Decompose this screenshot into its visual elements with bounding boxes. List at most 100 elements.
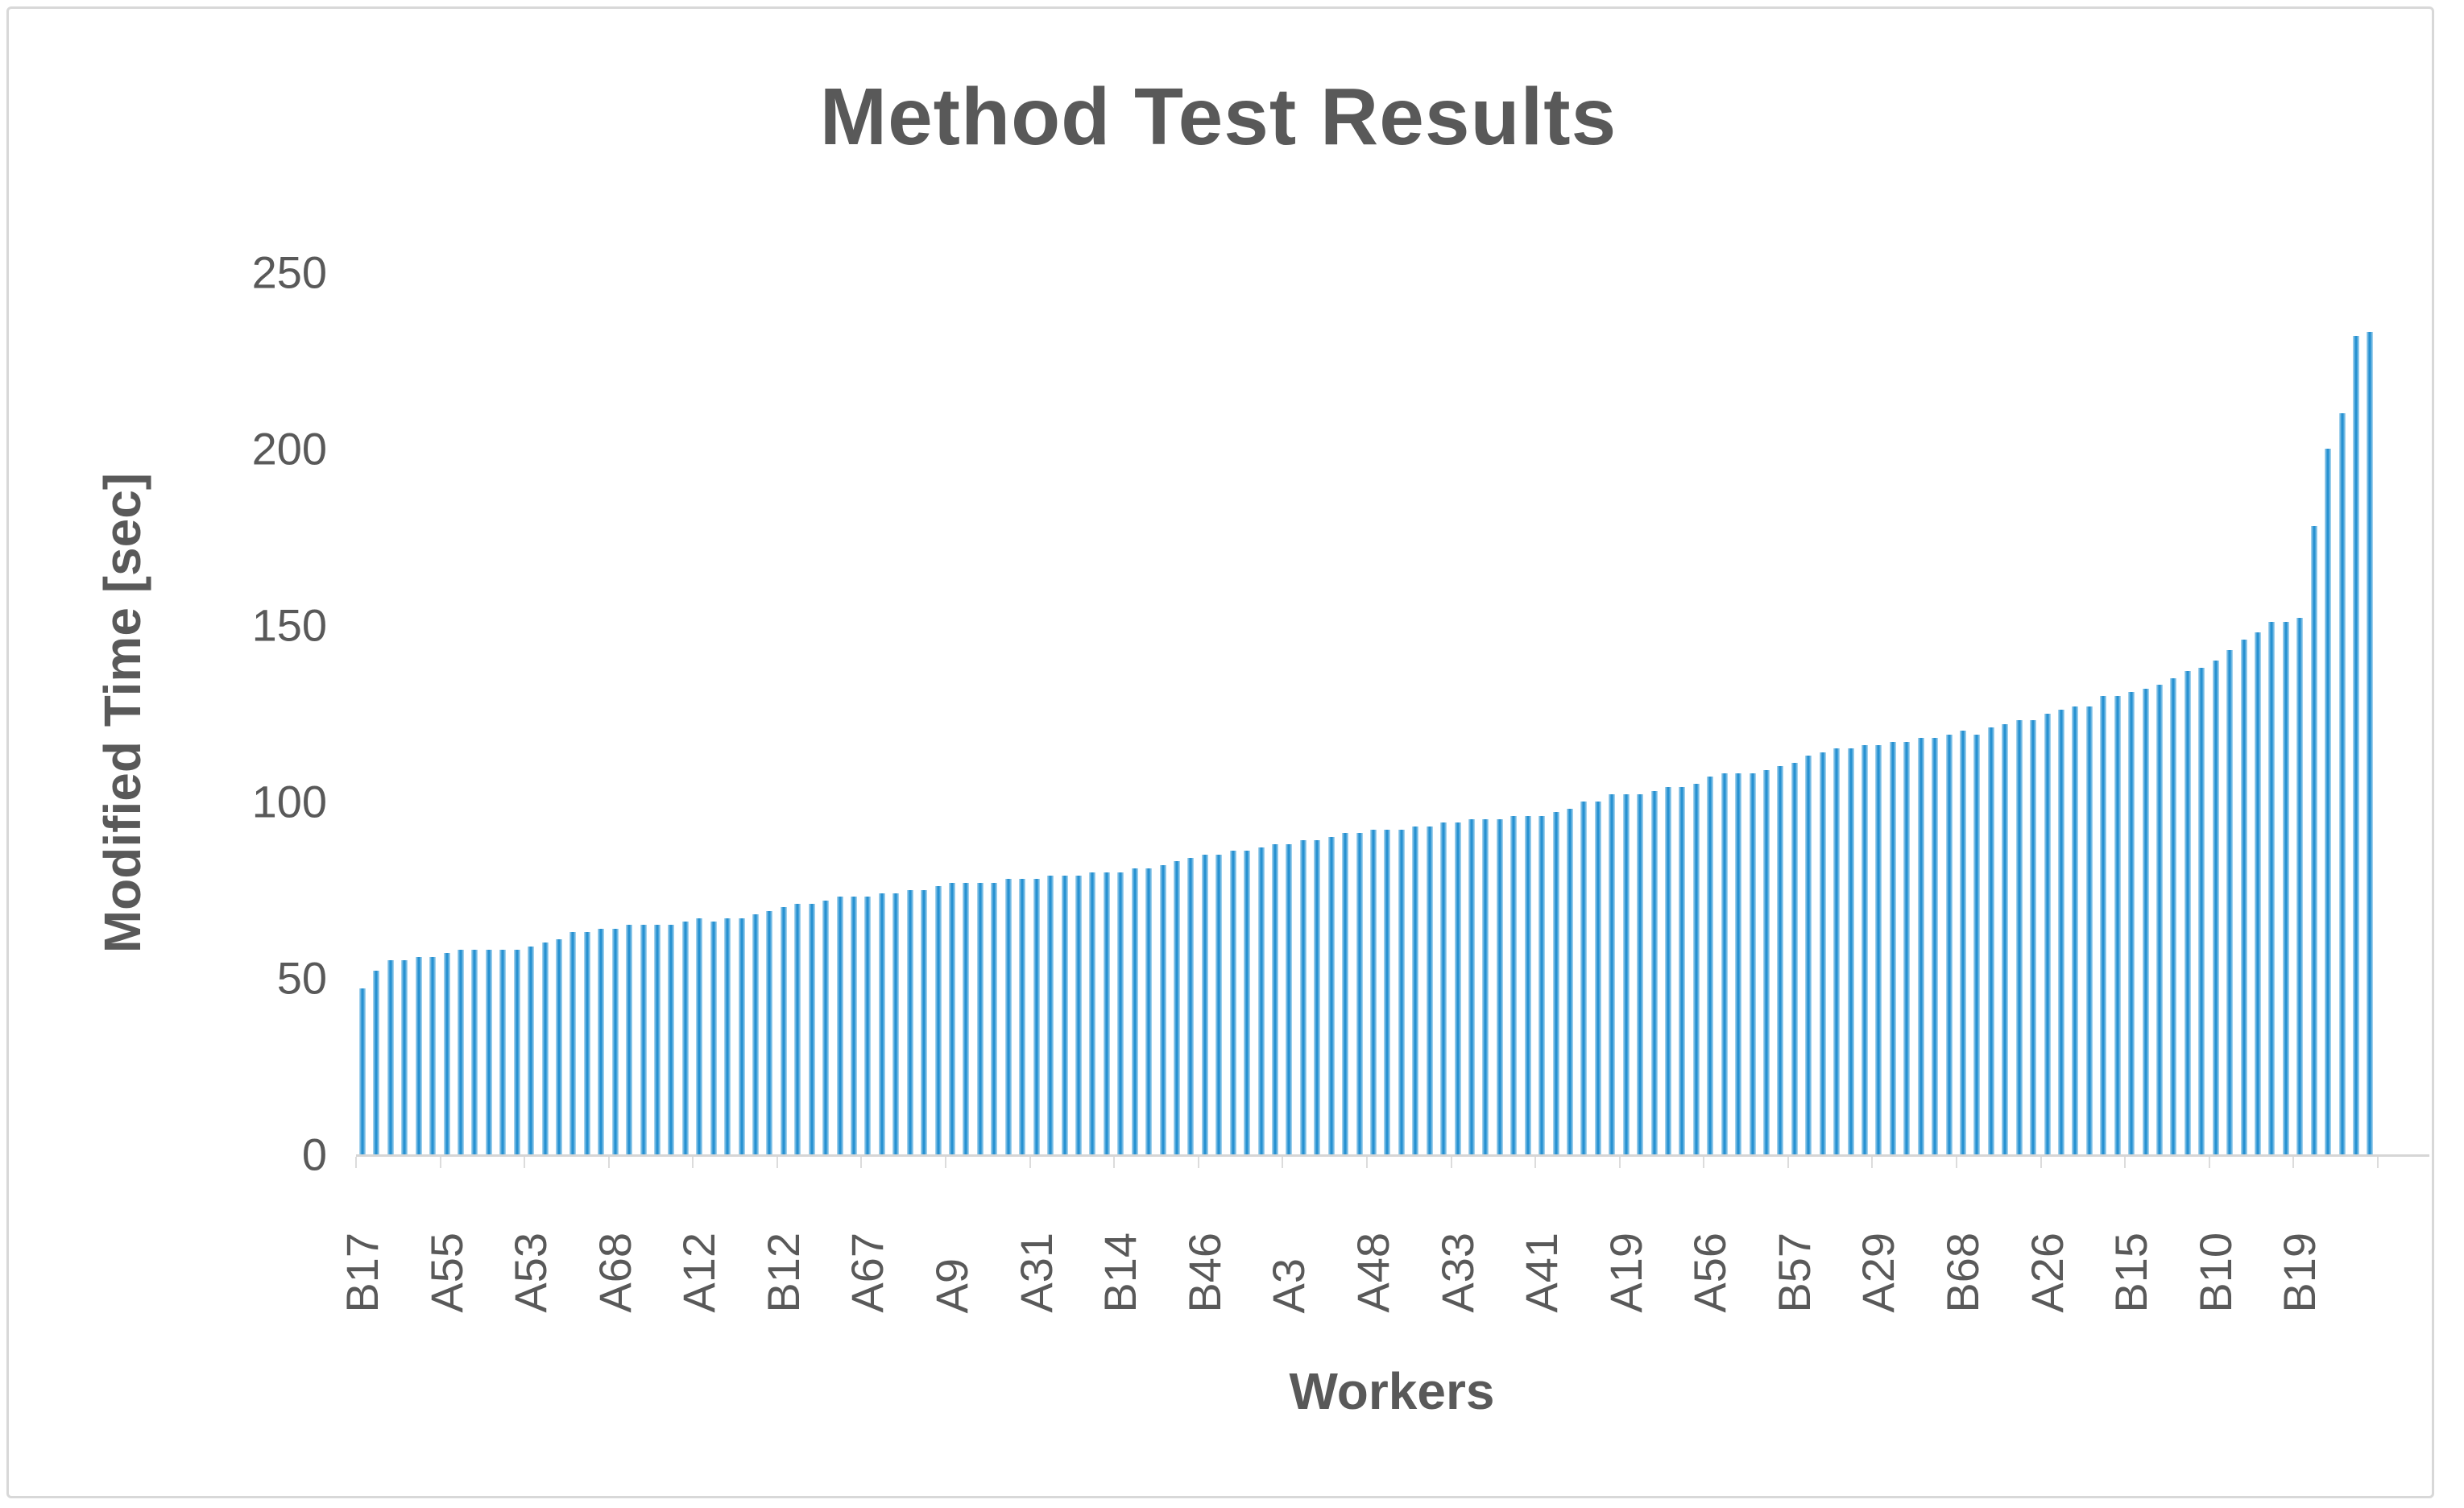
x-category-label: B19 bbox=[2274, 1232, 2325, 1313]
bar bbox=[2226, 649, 2234, 1154]
x-category-label: A48 bbox=[1347, 1232, 1398, 1313]
bar bbox=[1960, 731, 1967, 1154]
bar bbox=[1356, 833, 1363, 1154]
x-tick-mark bbox=[1282, 1157, 1284, 1168]
bar bbox=[2058, 710, 2065, 1154]
bar bbox=[1342, 833, 1349, 1154]
bar bbox=[1805, 756, 1812, 1154]
bar bbox=[1131, 868, 1138, 1154]
bar bbox=[2198, 667, 2205, 1154]
bar bbox=[541, 942, 549, 1154]
bar bbox=[2015, 720, 2023, 1154]
bar bbox=[626, 925, 633, 1154]
bar bbox=[429, 956, 437, 1154]
bar bbox=[583, 932, 590, 1154]
bar bbox=[1524, 815, 1531, 1154]
x-tick-mark bbox=[2040, 1157, 2042, 1168]
bar bbox=[2002, 723, 2009, 1154]
x-category-label: B10 bbox=[2189, 1232, 2241, 1313]
bar bbox=[1889, 741, 1896, 1154]
x-category-label: B46 bbox=[1178, 1232, 1230, 1313]
bar bbox=[949, 882, 956, 1154]
bar bbox=[2255, 632, 2262, 1154]
bar bbox=[1777, 766, 1784, 1154]
x-tick-mark bbox=[607, 1157, 610, 1168]
x-category-label: B14 bbox=[1095, 1232, 1146, 1313]
x-category-label: A33 bbox=[1431, 1232, 1483, 1313]
bar bbox=[1721, 773, 1728, 1154]
bar bbox=[1257, 847, 1265, 1154]
bar bbox=[598, 928, 605, 1154]
x-category-label: B15 bbox=[2106, 1232, 2157, 1313]
x-tick-mark bbox=[1365, 1157, 1368, 1168]
bar bbox=[906, 889, 913, 1154]
y-tick-label: 0 bbox=[301, 1129, 327, 1180]
x-tick-mark bbox=[2208, 1157, 2210, 1168]
bar bbox=[2114, 695, 2121, 1154]
x-category-label: A29 bbox=[1853, 1232, 1904, 1313]
bar bbox=[1917, 738, 1924, 1154]
bar bbox=[738, 918, 745, 1154]
bar bbox=[443, 953, 450, 1154]
bar bbox=[2296, 618, 2304, 1154]
x-tick-mark bbox=[524, 1157, 526, 1168]
bar bbox=[976, 882, 984, 1154]
x-tick-mark bbox=[1113, 1157, 1116, 1168]
bar bbox=[1145, 868, 1153, 1154]
bar bbox=[1229, 851, 1236, 1154]
bar bbox=[2212, 660, 2219, 1154]
bar bbox=[668, 925, 675, 1154]
bar bbox=[1019, 879, 1026, 1154]
bar bbox=[2268, 621, 2276, 1154]
x-category-label: A19 bbox=[1600, 1232, 1651, 1313]
x-category-label: A26 bbox=[2021, 1232, 2073, 1313]
bar bbox=[2338, 413, 2346, 1154]
bar bbox=[556, 938, 563, 1154]
bar bbox=[1847, 748, 1854, 1154]
bar bbox=[1875, 744, 1882, 1154]
bar bbox=[892, 893, 900, 1154]
bar bbox=[2030, 720, 2037, 1154]
y-tick-label: 200 bbox=[251, 423, 327, 474]
x-tick-mark bbox=[439, 1157, 441, 1168]
bar bbox=[1510, 815, 1518, 1154]
bar bbox=[1215, 854, 1223, 1154]
bar bbox=[1707, 777, 1714, 1154]
bar bbox=[1201, 854, 1208, 1154]
bar bbox=[387, 960, 394, 1154]
bar bbox=[569, 932, 577, 1154]
bar bbox=[1791, 762, 1798, 1154]
bar bbox=[2085, 706, 2093, 1154]
x-tick-mark bbox=[945, 1157, 947, 1168]
bar bbox=[681, 921, 689, 1154]
bar bbox=[2170, 677, 2177, 1154]
bar bbox=[1819, 752, 1826, 1154]
bar bbox=[1075, 875, 1082, 1154]
bar bbox=[1903, 741, 1911, 1154]
x-category-label: B17 bbox=[337, 1232, 387, 1313]
chart-title: Method Test Results bbox=[819, 72, 1617, 162]
bar bbox=[2240, 639, 2247, 1154]
bar bbox=[1538, 815, 1546, 1154]
bar bbox=[724, 918, 731, 1154]
bar bbox=[851, 897, 858, 1154]
bar bbox=[921, 889, 928, 1154]
x-category-label: A56 bbox=[1684, 1232, 1736, 1313]
bar bbox=[1271, 843, 1278, 1154]
x-category-label: A41 bbox=[1516, 1232, 1567, 1313]
chart-border-frame bbox=[6, 6, 2434, 1498]
bar bbox=[934, 886, 942, 1154]
bar bbox=[1327, 836, 1335, 1154]
bar bbox=[963, 882, 970, 1154]
x-tick-mark bbox=[1450, 1157, 1452, 1168]
bar bbox=[1496, 818, 1503, 1154]
bar bbox=[1299, 840, 1307, 1154]
bar bbox=[1089, 872, 1096, 1154]
x-axis-line bbox=[356, 1154, 2429, 1157]
bar bbox=[2353, 335, 2360, 1154]
x-tick-mark bbox=[692, 1157, 694, 1168]
x-category-label: A68 bbox=[589, 1232, 640, 1313]
bar bbox=[1566, 808, 1573, 1154]
bar bbox=[2072, 706, 2079, 1154]
